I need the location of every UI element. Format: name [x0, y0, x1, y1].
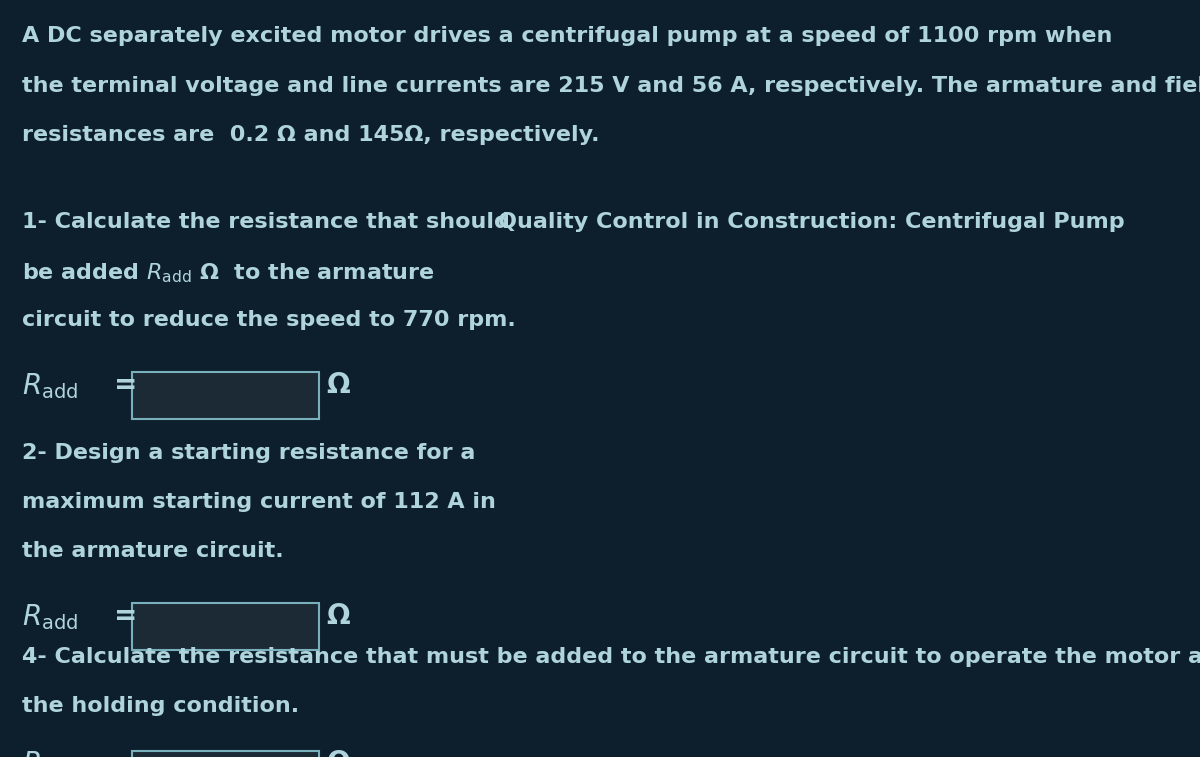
FancyBboxPatch shape [132, 603, 319, 650]
Text: A DC separately excited motor drives a centrifugal pump at a speed of 1100 rpm w: A DC separately excited motor drives a c… [22, 26, 1112, 46]
FancyBboxPatch shape [132, 751, 319, 757]
Text: Ω: Ω [326, 371, 350, 399]
Text: =: = [114, 371, 137, 399]
Text: be added $R_{\mathrm{add}}$ Ω  to the armature: be added $R_{\mathrm{add}}$ Ω to the arm… [22, 261, 434, 285]
Text: the terminal voltage and line currents are 215 V and 56 A, respectively. The arm: the terminal voltage and line currents a… [22, 76, 1200, 95]
Text: $R_{\mathrm{add}}$: $R_{\mathrm{add}}$ [22, 371, 78, 400]
Text: maximum starting current of 112 A in: maximum starting current of 112 A in [22, 492, 496, 512]
Text: Quality Control in Construction: Centrifugal Pump: Quality Control in Construction: Centrif… [498, 212, 1124, 232]
Text: circuit to reduce the speed to 770 rpm.: circuit to reduce the speed to 770 rpm. [22, 310, 515, 330]
Text: Ω: Ω [326, 749, 350, 757]
Text: Ω: Ω [326, 602, 350, 630]
Text: the armature circuit.: the armature circuit. [22, 541, 283, 561]
Text: =: = [114, 602, 137, 630]
Text: the holding condition.: the holding condition. [22, 696, 299, 716]
Text: resistances are  0.2 Ω and 145Ω, respectively.: resistances are 0.2 Ω and 145Ω, respecti… [22, 125, 599, 145]
Text: 2- Design a starting resistance for a: 2- Design a starting resistance for a [22, 443, 475, 463]
Text: =: = [114, 749, 137, 757]
Text: $R_{\mathrm{add}}$: $R_{\mathrm{add}}$ [22, 602, 78, 631]
FancyBboxPatch shape [132, 372, 319, 419]
Text: 1- Calculate the resistance that should: 1- Calculate the resistance that should [22, 212, 510, 232]
Text: 4- Calculate the resistance that must be added to the armature circuit to operat: 4- Calculate the resistance that must be… [22, 647, 1200, 667]
Text: $R_{\mathrm{add}}$: $R_{\mathrm{add}}$ [22, 749, 78, 757]
